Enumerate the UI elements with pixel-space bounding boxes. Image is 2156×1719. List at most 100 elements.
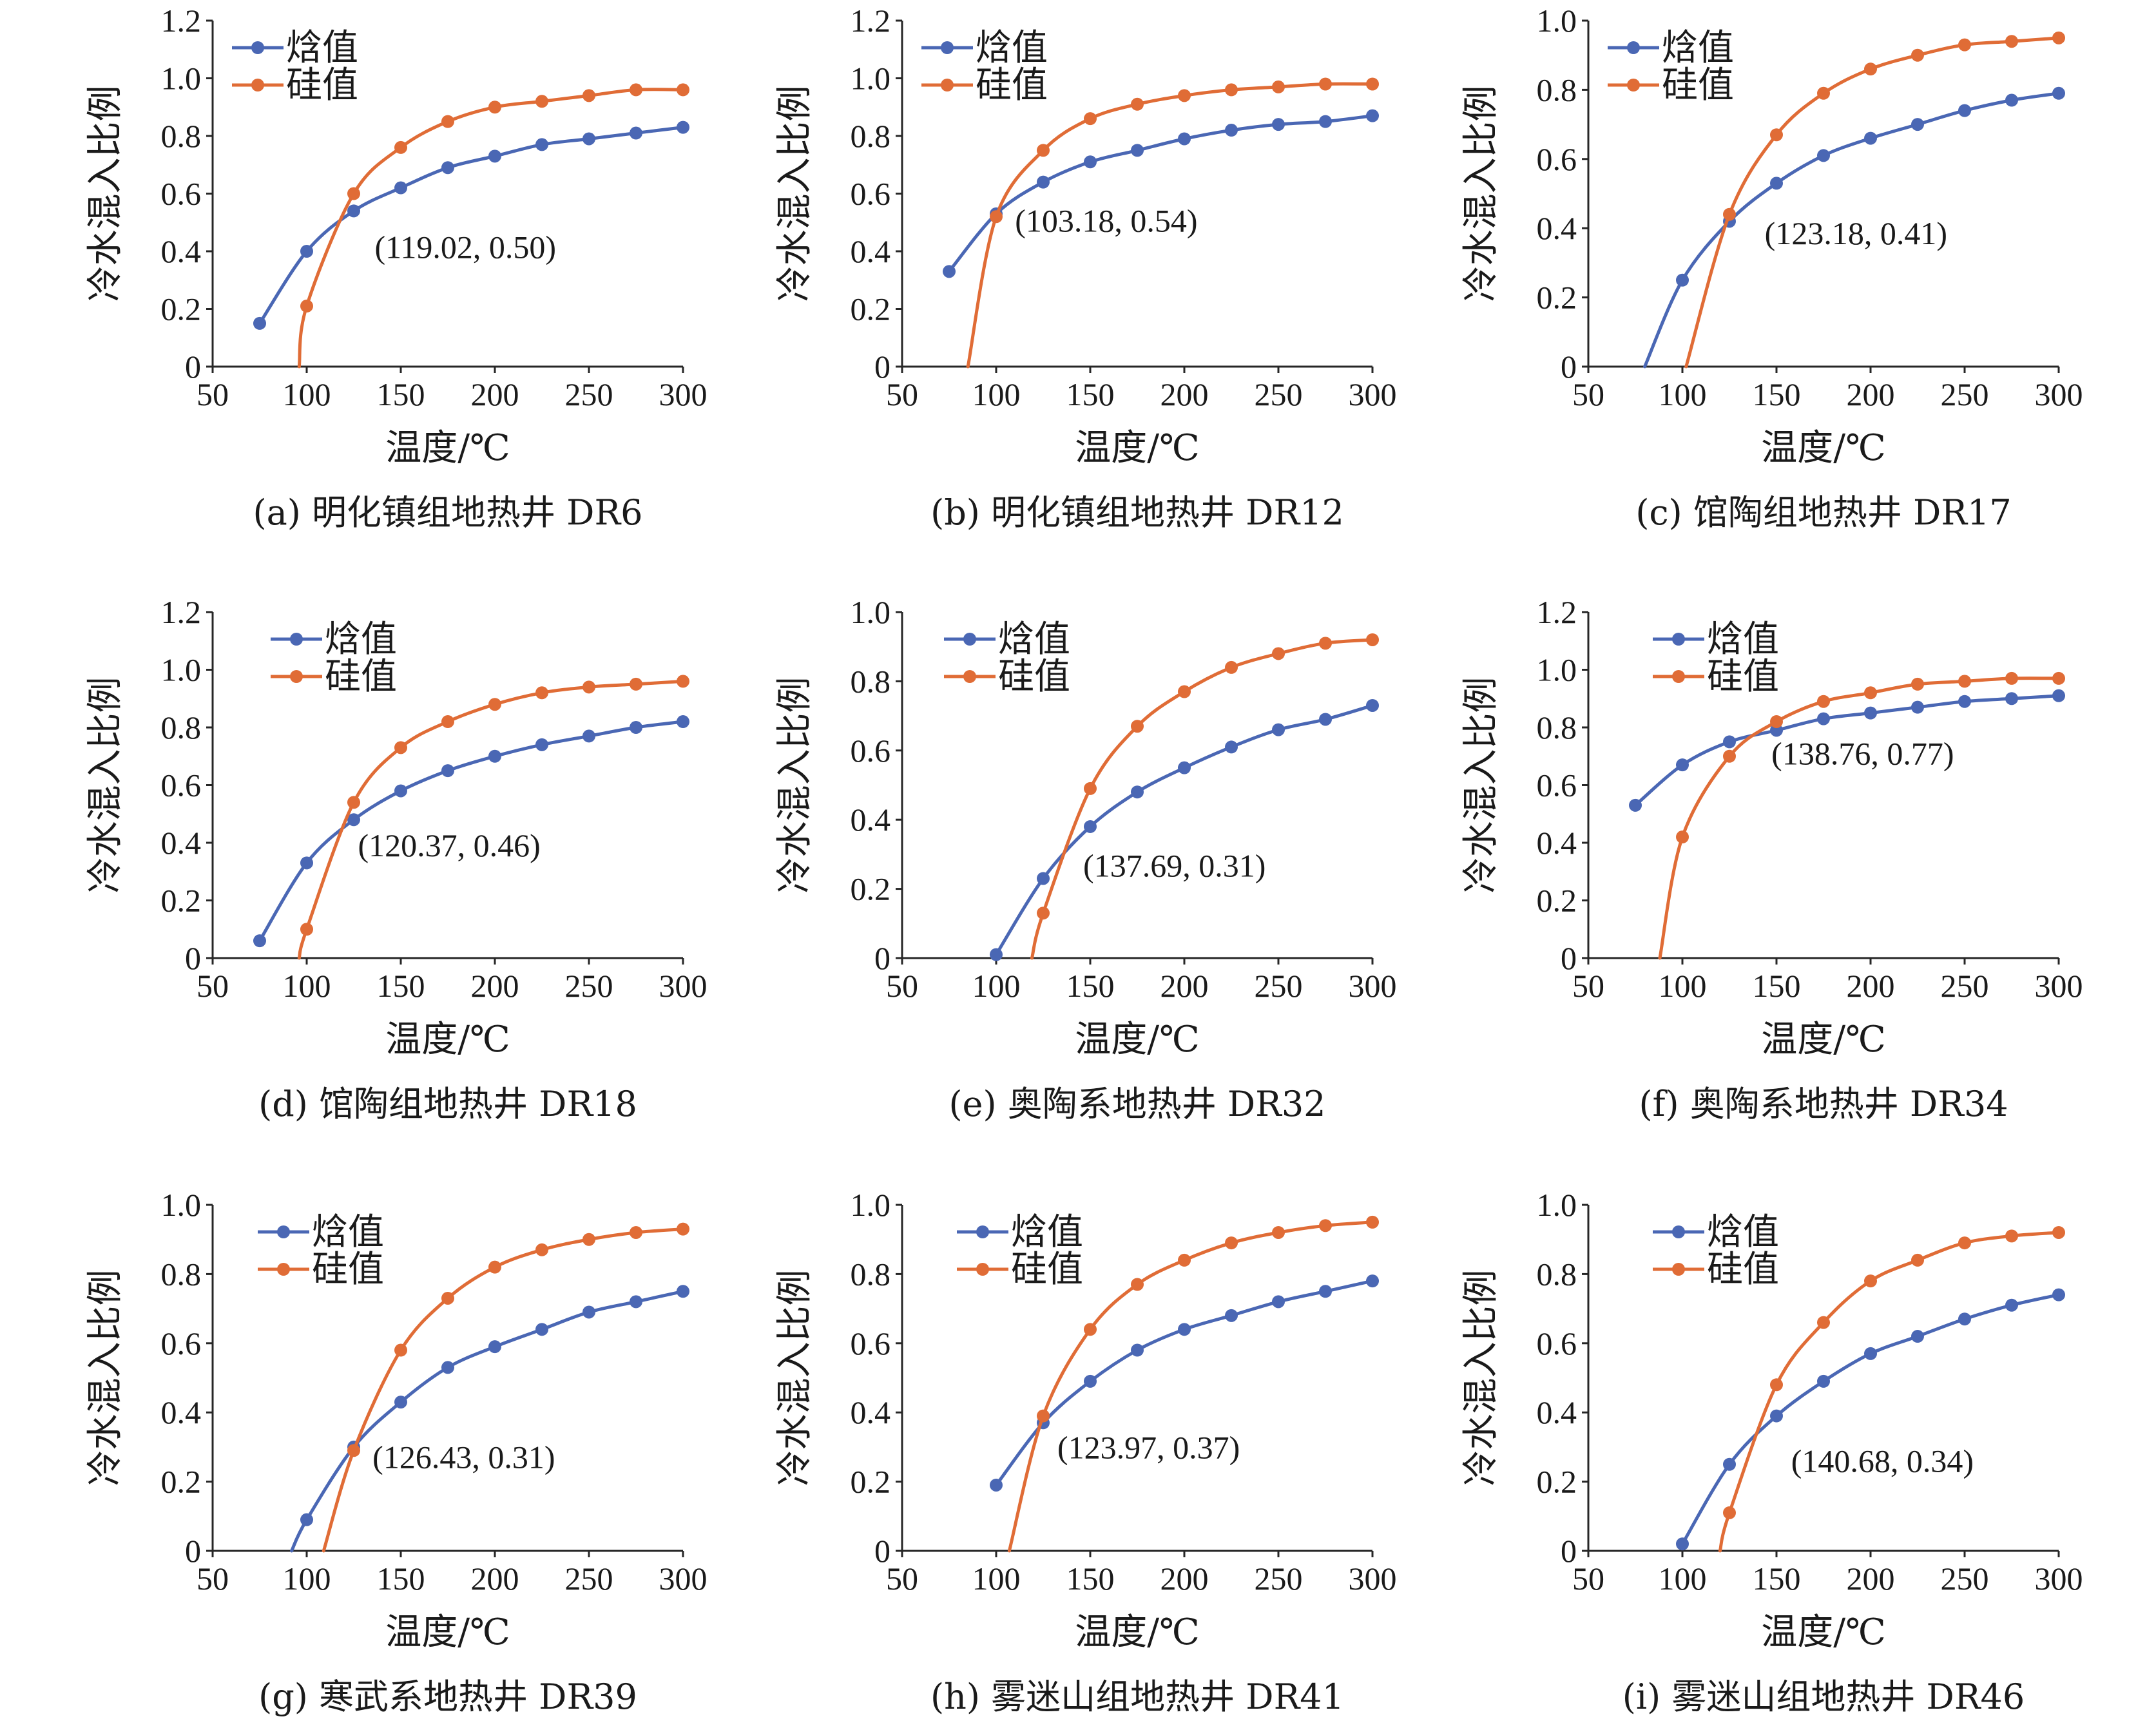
data-point-silica [1178,89,1191,102]
y-tick-label: 1.0 [161,652,202,688]
data-point-enthalpy [1084,820,1097,833]
y-tick-label: 0.6 [851,1325,891,1361]
data-point-silica [488,101,501,114]
data-point-silica [1864,62,1877,76]
data-point-silica [1817,86,1830,100]
legend-label: 硅值 [1707,656,1779,698]
x-axis-title: 温度/℃ [1761,1019,1886,1061]
data-point-silica [1770,128,1783,142]
data-point-silica [582,1233,595,1246]
data-point-silica [582,680,595,694]
x-tick-label: 50 [886,1561,918,1597]
data-point-silica [1319,77,1332,91]
x-tick-label: 50 [1572,968,1604,1004]
data-point-silica [1366,77,1379,91]
data-point-enthalpy [990,948,1003,961]
data-point-enthalpy [1084,155,1097,169]
data-point-silica [1225,1236,1238,1250]
x-tick-label: 150 [1066,1561,1115,1597]
legend-swatch-marker [941,41,954,54]
x-tick-label: 100 [283,1561,331,1597]
series-line-silica [1684,36,2061,369]
y-tick-label: 0.8 [851,663,891,699]
data-point-silica [1817,1316,1830,1329]
data-point-enthalpy [582,729,595,743]
legend-item-silica: 硅值 [232,64,358,106]
data-point-enthalpy [2005,93,2018,107]
y-tick-label: 0 [874,1533,890,1569]
y-tick-label: 0.2 [1537,1464,1577,1500]
legend-swatch-marker [277,1263,290,1276]
x-tick-label: 250 [565,376,613,412]
x-tick-label: 100 [972,376,1021,412]
legend-item-enthalpy: 焓值 [1653,1211,1779,1253]
data-point-silica [488,698,501,711]
data-point-silica [1911,1253,1924,1267]
data-point-enthalpy [1178,761,1191,774]
data-point-enthalpy [394,784,407,798]
x-tick-label: 300 [2035,968,2083,1004]
data-point-enthalpy [1817,1374,1830,1388]
y-axis-title: 冷水混入比例 [774,1270,816,1486]
x-tick-label: 150 [377,1561,425,1597]
data-point-silica [1037,144,1050,157]
data-point-enthalpy [1272,723,1285,736]
data-point-enthalpy [488,149,501,163]
data-point-enthalpy [535,738,548,751]
data-point-enthalpy [582,1305,595,1319]
intersection-label: (103.18, 0.54) [1015,202,1197,238]
x-tick-label: 100 [1659,376,1707,412]
y-tick-label: 1.2 [851,3,891,39]
intersection-label: (119.02, 0.50) [375,229,556,265]
legend-swatch-marker [1672,633,1685,646]
y-tick-label: 1.0 [1537,3,1577,39]
data-point-silica [300,300,313,313]
data-point-enthalpy [1037,175,1050,189]
data-point-enthalpy [582,132,595,146]
x-tick-label: 250 [565,1561,613,1597]
data-point-silica [1366,1215,1379,1229]
data-point-enthalpy [630,721,642,734]
x-tick-label: 50 [197,376,229,412]
data-point-silica [630,1225,642,1239]
legend-item-enthalpy: 焓值 [232,27,358,69]
data-point-enthalpy [1225,124,1238,137]
legend-item-enthalpy: 焓值 [1608,27,1734,69]
data-point-silica [2005,1229,2018,1243]
y-tick-label: 1.2 [161,3,202,39]
data-point-silica [347,1444,360,1457]
legend-swatch-marker [963,633,976,646]
data-point-silica [1723,749,1736,763]
y-axis-title: 冷水混入比例 [1460,677,1502,894]
legend-label: 硅值 [312,1249,384,1291]
data-point-silica [1084,782,1097,795]
data-point-silica [441,1291,454,1305]
series-line-enthalpy [1633,694,2061,807]
chart-panel-g: 0 0.2 0.4 0.6 0.8 1.0 50 100 150 200 250 300 温度/℃ 冷水混… [84,1187,707,1717]
data-point-enthalpy [1864,131,1877,145]
data-point-silica [677,675,689,688]
y-axis-title: 冷水混入比例 [1460,1270,1502,1486]
data-point-silica [1319,1219,1332,1233]
y-axis-title: 冷水混入比例 [84,677,126,894]
data-point-silica [1911,677,1924,691]
x-tick-label: 150 [1753,1561,1801,1597]
data-point-silica [677,83,689,97]
data-point-enthalpy [2005,1298,2018,1312]
y-tick-label: 0.4 [161,1394,202,1430]
data-point-silica [1272,80,1285,93]
data-point-silica [1178,685,1191,698]
y-tick-label: 1.0 [851,1187,891,1223]
data-point-enthalpy [1958,1312,1971,1326]
y-tick-label: 0 [1561,1533,1577,1569]
data-point-silica [1131,1278,1144,1291]
y-tick-label: 0.6 [1537,1325,1577,1361]
legend-swatch-marker [1672,670,1685,683]
data-point-silica [1272,1225,1285,1239]
series-line-silica [1718,1231,2061,1553]
x-tick-label: 100 [1659,1561,1707,1597]
x-tick-label: 150 [1066,376,1115,412]
x-tick-label: 100 [972,1561,1021,1597]
legend-item-enthalpy: 焓值 [957,1211,1083,1253]
